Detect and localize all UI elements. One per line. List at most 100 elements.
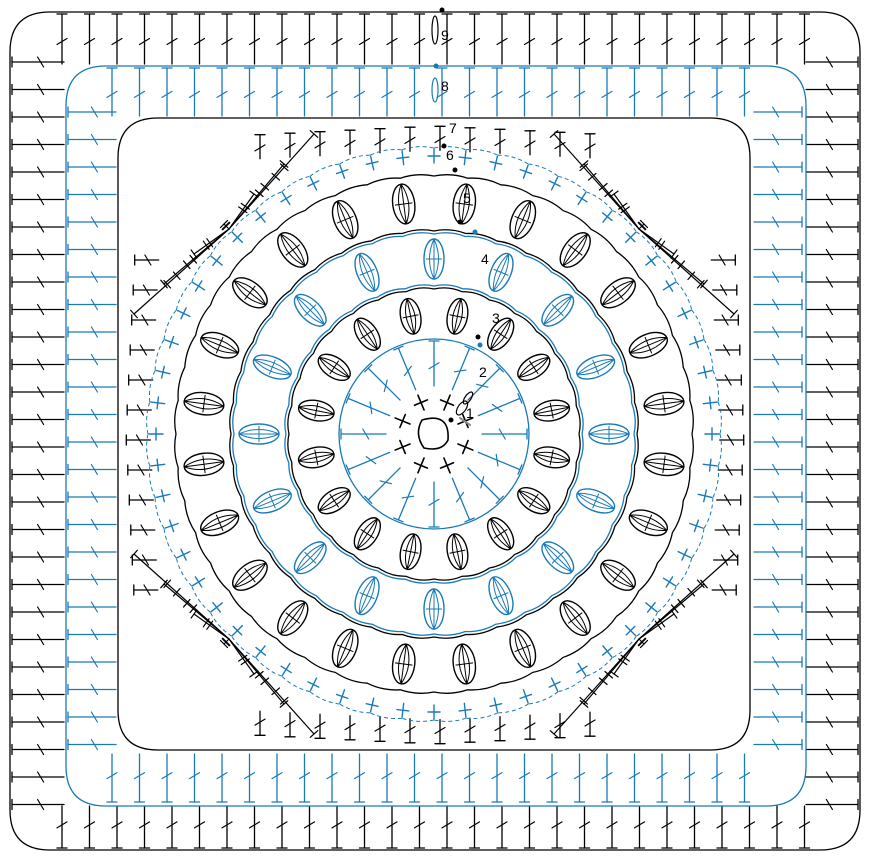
- round-label: 3: [492, 310, 500, 326]
- single-crochet-mark: [280, 191, 292, 206]
- round-7-outline: [117, 117, 751, 751]
- double-crochet-mark: [753, 353, 803, 366]
- double-crochet-mark: [67, 106, 117, 118]
- single-crochet-mark: [548, 176, 561, 191]
- single-crochet-mark: [255, 645, 267, 658]
- double-crochet-mark: [386, 805, 398, 849]
- double-crochet-mark: [138, 13, 151, 65]
- chain-arc: [401, 717, 435, 722]
- double-crochet-mark: [67, 738, 117, 751]
- double-crochet-mark: [11, 166, 65, 178]
- double-crochet-mark: [451, 345, 475, 391]
- stitch-mark: [714, 524, 740, 536]
- double-crochet-mark: [578, 805, 591, 849]
- double-crochet-mark: [753, 711, 803, 723]
- double-crochet-mark: [271, 753, 283, 803]
- double-crochet-mark: [11, 111, 65, 123]
- cluster-stitch: [277, 600, 309, 636]
- double-crochet-mark: [364, 467, 401, 504]
- cluster-stitch: [353, 517, 382, 551]
- double-crochet-mark: [628, 753, 641, 803]
- single-crochet-mark: [231, 231, 244, 244]
- double-crochet-mark: [11, 771, 65, 783]
- stitch-mark: [524, 130, 536, 156]
- double-crochet-mark: [805, 221, 859, 233]
- double-crochet-mark: [11, 248, 65, 261]
- slip-stitch-dot: [477, 342, 483, 348]
- single-crochet-mark: [164, 519, 179, 533]
- chain-arc: [557, 175, 587, 193]
- treble-stitch: [190, 228, 230, 259]
- double-crochet-mark: [248, 805, 261, 849]
- single-crochet-mark: [176, 548, 191, 561]
- chain-arc: [691, 309, 705, 340]
- stitch-mark: [711, 584, 737, 596]
- double-crochet-mark: [451, 477, 475, 523]
- double-crochet-mark: [805, 496, 859, 508]
- round-4-ring: [232, 229, 636, 636]
- double-crochet-mark: [546, 753, 558, 803]
- double-crochet-mark: [386, 13, 398, 65]
- double-crochet-mark: [551, 13, 563, 65]
- slip-stitch-dot: [452, 167, 458, 173]
- stitch-mark: [434, 125, 446, 151]
- stitch-mark: [254, 710, 266, 736]
- stitch-mark: [344, 715, 356, 741]
- cluster-stitch: [559, 232, 591, 268]
- double-crochet-mark: [688, 13, 701, 65]
- double-crochet-mark: [11, 83, 65, 96]
- double-crochet-mark: [133, 67, 146, 117]
- double-crochet-mark: [441, 805, 453, 849]
- double-crochet-mark: [738, 67, 751, 117]
- double-crochet-mark: [573, 753, 586, 803]
- stitch-mark: [712, 284, 738, 296]
- chain-arc: [401, 146, 435, 151]
- double-crochet-mark: [188, 67, 201, 117]
- double-crochet-mark: [805, 386, 859, 398]
- cluster-stitch: [354, 576, 380, 616]
- double-crochet-mark: [326, 753, 338, 803]
- treble-stitch: [638, 609, 678, 640]
- single-crochet-mark: [255, 210, 267, 223]
- single-crochet-mark: [307, 176, 320, 191]
- double-crochet-mark: [393, 477, 417, 523]
- round-9-outline: [9, 11, 861, 851]
- double-crochet-mark: [656, 753, 668, 803]
- double-crochet-mark: [11, 331, 65, 343]
- double-crochet-mark: [606, 805, 618, 849]
- chain-arc: [635, 612, 659, 637]
- double-crochet-mark: [628, 67, 641, 117]
- round-label: 5: [463, 190, 471, 206]
- double-crochet-mark: [298, 67, 311, 117]
- stitch-mark: [129, 344, 155, 356]
- double-crochet-mark: [364, 364, 401, 401]
- single-crochet-mark: [439, 394, 455, 411]
- round-label: 4: [481, 251, 489, 267]
- single-crochet-mark: [191, 280, 206, 292]
- double-crochet-mark: [161, 753, 173, 803]
- double-crochet-mark: [67, 243, 117, 256]
- chain-arc: [465, 148, 498, 156]
- single-crochet-mark: [677, 548, 692, 561]
- double-crochet-mark: [11, 496, 65, 508]
- double-crochet-mark: [805, 688, 859, 701]
- double-crochet-mark: [683, 67, 696, 117]
- stitch-mark: [314, 131, 326, 157]
- double-crochet-mark: [11, 221, 65, 233]
- double-crochet-mark: [331, 13, 343, 65]
- treble-stitch: [219, 637, 231, 649]
- single-crochet-mark: [689, 519, 704, 533]
- double-crochet-mark: [413, 805, 426, 849]
- double-crochet-mark: [753, 161, 803, 173]
- double-crochet-mark: [805, 633, 859, 646]
- round-5-ring: [174, 167, 694, 694]
- single-crochet-mark: [396, 702, 410, 718]
- stitch-mark: [128, 494, 154, 506]
- double-crochet-mark: [243, 753, 256, 803]
- cluster-stitch: [533, 399, 571, 422]
- double-crochet-mark: [805, 303, 859, 316]
- chain-arc: [309, 691, 340, 705]
- double-crochet-mark: [477, 451, 523, 475]
